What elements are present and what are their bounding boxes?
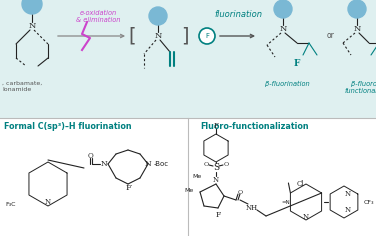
Text: F₃C: F₃C: [6, 202, 16, 206]
Text: O: O: [87, 152, 93, 160]
Text: Me: Me: [193, 173, 202, 178]
Text: N: N: [345, 206, 351, 214]
Text: O: O: [203, 161, 209, 167]
Text: β-fluoro-
functionali...: β-fluoro- functionali...: [344, 81, 376, 94]
Text: N: N: [45, 198, 51, 206]
Text: or: or: [327, 31, 335, 41]
Text: F: F: [294, 59, 300, 67]
Circle shape: [149, 7, 167, 25]
Text: Formal C(sp³)–H fluorination: Formal C(sp³)–H fluorination: [4, 122, 132, 131]
Text: ]: ]: [181, 26, 189, 46]
Text: N: N: [279, 25, 287, 33]
Text: S: S: [213, 164, 219, 173]
Text: NH: NH: [246, 204, 258, 212]
Text: Cl: Cl: [296, 180, 304, 188]
Text: fluorination: fluorination: [214, 10, 262, 19]
Circle shape: [22, 0, 42, 14]
Text: N: N: [345, 190, 351, 198]
Text: e-oxidation
& elimination: e-oxidation & elimination: [76, 10, 120, 24]
Text: , carbamate,
lonamide: , carbamate, lonamide: [2, 81, 42, 92]
Text: O: O: [237, 190, 243, 194]
Text: F: F: [125, 184, 131, 192]
Text: O: O: [223, 161, 229, 167]
Text: -Boc: -Boc: [154, 161, 169, 167]
Text: N: N: [303, 213, 309, 221]
FancyBboxPatch shape: [0, 0, 376, 118]
Text: F: F: [215, 211, 221, 219]
Text: β-fluorination: β-fluorination: [265, 81, 309, 87]
Text: CF₃: CF₃: [364, 199, 374, 205]
Text: Me: Me: [185, 187, 194, 193]
Text: =N: =N: [281, 199, 290, 205]
Text: N: N: [145, 160, 152, 168]
Text: F: F: [214, 122, 218, 130]
Circle shape: [274, 0, 292, 18]
Text: N: N: [154, 32, 162, 40]
Text: N: N: [28, 22, 36, 30]
Circle shape: [348, 0, 366, 18]
Text: [: [: [128, 26, 136, 46]
Text: F: F: [205, 33, 209, 39]
Text: N: N: [213, 176, 219, 184]
Circle shape: [199, 28, 215, 44]
Text: N: N: [353, 25, 361, 33]
Text: N: N: [101, 160, 108, 168]
Text: Fluoro-functionalization: Fluoro-functionalization: [200, 122, 309, 131]
